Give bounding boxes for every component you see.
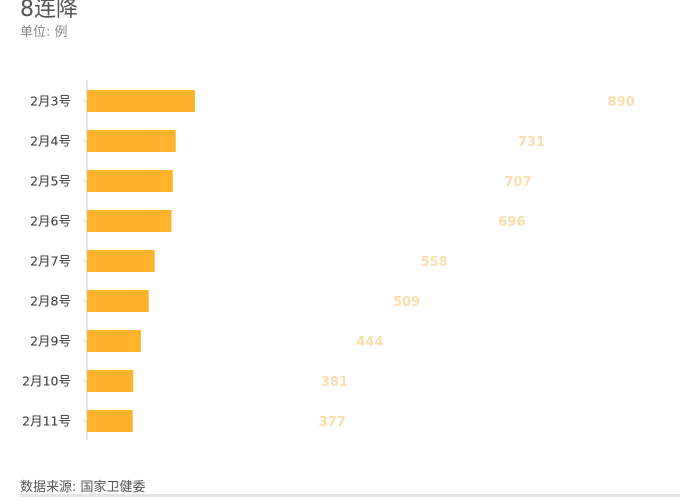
bar xyxy=(87,290,149,312)
bar xyxy=(87,370,134,392)
data-label: 377 xyxy=(319,415,346,430)
category-label: 2月8号 xyxy=(30,294,71,309)
bar xyxy=(87,90,195,112)
category-label: 2月6号 xyxy=(30,214,71,229)
chart-title: 8连降 xyxy=(20,0,78,22)
data-source: 数据来源: 国家卫健委 xyxy=(20,480,146,495)
data-label: 731 xyxy=(518,135,545,150)
bar xyxy=(87,250,155,272)
bar xyxy=(87,210,172,232)
category-label: 2月3号 xyxy=(30,94,71,109)
category-label: 2月11号 xyxy=(22,414,71,429)
bar xyxy=(87,410,133,432)
data-label: 558 xyxy=(421,255,448,270)
data-label: 890 xyxy=(607,95,634,110)
category-label: 2月7号 xyxy=(30,254,71,269)
data-label: 509 xyxy=(393,295,420,310)
data-label: 381 xyxy=(321,375,348,390)
category-label: 2月9号 xyxy=(30,334,71,349)
divider xyxy=(20,494,680,497)
category-label: 2月4号 xyxy=(30,134,71,149)
data-label: 444 xyxy=(356,335,383,350)
category-label: 2月5号 xyxy=(30,174,71,189)
bar xyxy=(87,330,141,352)
data-label: 707 xyxy=(504,175,531,190)
bar xyxy=(87,170,173,192)
unit-label: 单位: 例 xyxy=(20,25,68,40)
bar xyxy=(87,130,176,152)
category-label: 2月10号 xyxy=(22,374,71,389)
data-label: 696 xyxy=(498,215,525,230)
